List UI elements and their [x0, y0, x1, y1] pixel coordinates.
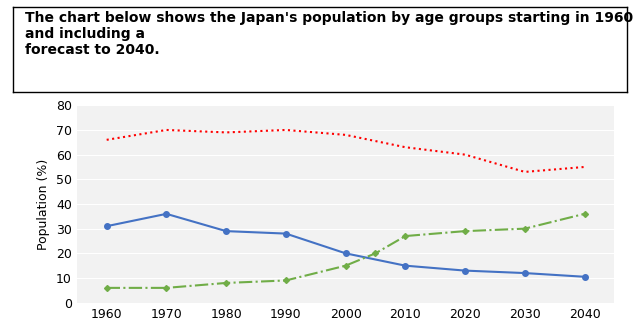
Y-axis label: Population (%): Population (%): [37, 158, 51, 250]
Text: The chart below shows the Japan's population by age groups starting in 1960 and : The chart below shows the Japan's popula…: [25, 11, 633, 57]
